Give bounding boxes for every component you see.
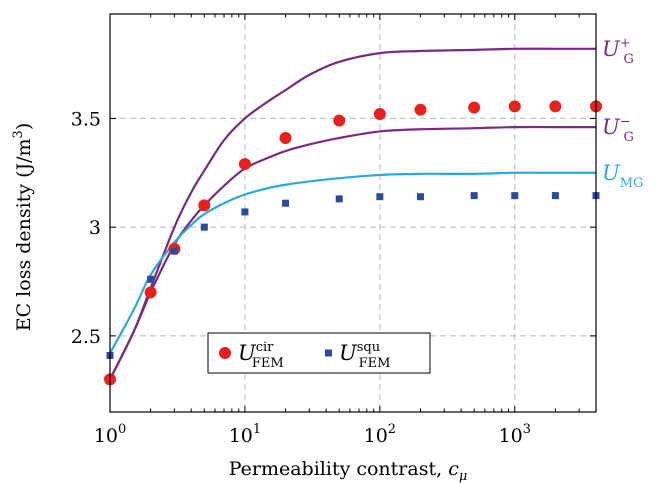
marker-fem-squ (170, 247, 178, 255)
legend-marker-cir (219, 347, 231, 359)
label-ug-minus-sup: − (620, 114, 631, 129)
x-tick-label: 103 (499, 422, 531, 447)
x-tick-label-base: 10 (499, 425, 523, 447)
x-tick-label-base: 10 (229, 425, 253, 447)
label-umg: UMG (602, 161, 643, 191)
x-axis-title: Permeability contrast, cμ (229, 458, 468, 483)
x-tick-label-exp: 1 (253, 422, 261, 437)
y-axis-title-sup: 3 (11, 130, 26, 138)
marker-fem-cir (198, 199, 211, 212)
marker-fem-cir (373, 108, 386, 121)
marker-fem-cir (279, 131, 292, 144)
marker-fem-cir (144, 286, 157, 299)
label-umg-sub: MG (620, 176, 644, 191)
label-ug-plus-sup: + (620, 36, 631, 51)
marker-fem-squ (147, 275, 155, 283)
marker-fem-squ (335, 195, 343, 203)
x-tick-label-exp: 3 (523, 422, 531, 437)
label-ug-minus-sub: G (623, 130, 633, 145)
x-tick-label: 102 (364, 422, 396, 447)
y-axis-title-end: ) (13, 123, 35, 130)
y-tick-label: 3.5 (71, 108, 101, 130)
x-tick-label: 101 (229, 422, 261, 447)
curve-umg (109, 171, 596, 354)
label-umg-main: U (602, 161, 621, 185)
label-ug-plus: U+ G (602, 36, 634, 67)
marker-fem-squ (470, 192, 478, 200)
curves (109, 47, 596, 380)
y-axis-title-main: EC loss density (J/m (13, 138, 35, 331)
label-ug-plus-sub: G (623, 52, 633, 67)
x-tick-label: 100 (94, 422, 126, 447)
x-axis-title-main: Permeability contrast, (229, 458, 448, 480)
y-axis-title: EC loss density (J/m3) (11, 123, 35, 332)
marker-fem-squ (511, 192, 519, 200)
legend-label-squ-sub: FEM (359, 356, 391, 371)
x-tick-label-base: 10 (94, 425, 118, 447)
x-tick-label-base: 10 (364, 425, 388, 447)
x-axis-title-var: c (448, 458, 459, 480)
marker-fem-cir (238, 158, 251, 171)
label-ug-minus-main: U (602, 115, 621, 139)
legend-label-cir-sup: cir (256, 340, 274, 355)
marker-fem-squ (282, 199, 290, 207)
legend-marker-squ (325, 349, 332, 357)
label-ug-plus-main: U (602, 37, 621, 61)
legend: Ucir FEM Usqu FEM (207, 332, 431, 374)
label-ug-minus: U− G (602, 114, 634, 145)
marker-fem-squ (241, 208, 249, 216)
legend-label-squ: Usqu FEM (339, 340, 390, 371)
legend-label-squ-main: U (339, 341, 358, 365)
x-tick-label-exp: 2 (388, 422, 396, 437)
curve-ug-plus (109, 47, 596, 380)
marker-fem-squ (551, 192, 559, 200)
marker-fem-squ (416, 193, 424, 201)
marker-fem-cir (549, 100, 562, 113)
marker-fem-cir (333, 114, 346, 127)
marker-fem-cir (508, 100, 521, 113)
legend-label-cir-sub: FEM (252, 356, 284, 371)
x-axis-title-sub: μ (459, 469, 467, 483)
y-tick-label: 3 (89, 217, 101, 239)
legend-box (207, 332, 431, 374)
marker-fem-squ (376, 193, 384, 201)
plot-frame (109, 13, 597, 413)
marker-fem-cir (468, 101, 481, 114)
legend-label-cir-main: U (238, 341, 257, 365)
marker-fem-squ (200, 223, 208, 231)
y-tick-label: 2.5 (71, 326, 101, 348)
marker-fem-cir (414, 103, 427, 116)
legend-label-squ-sup: squ (357, 340, 380, 355)
x-tick-label-exp: 0 (118, 422, 126, 437)
legend-label-cir: Ucir FEM (238, 340, 284, 371)
